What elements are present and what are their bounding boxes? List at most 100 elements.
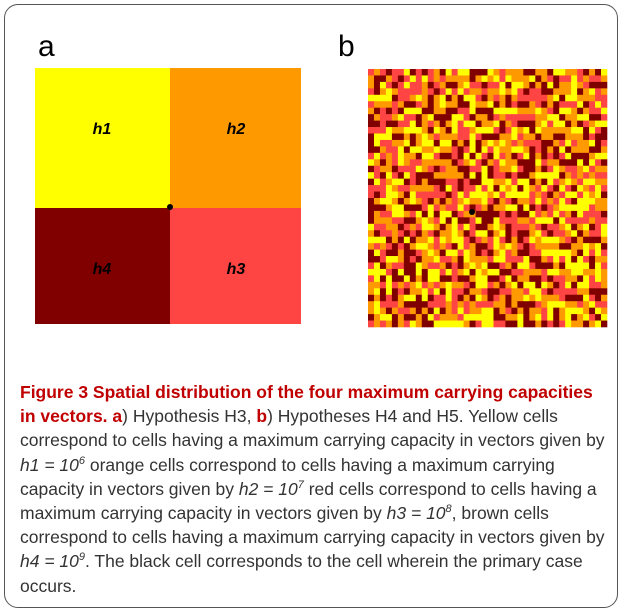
grid-cell (403, 294, 411, 302)
grid-cell (559, 288, 566, 296)
grid-cell (409, 146, 417, 154)
grid-cell (415, 236, 423, 244)
grid-cell (487, 81, 494, 89)
grid-cell (571, 165, 578, 173)
grid-cell (565, 320, 572, 328)
grid-cell (409, 301, 417, 308)
grid-cell (511, 120, 518, 128)
grid-cell (379, 133, 387, 141)
grid-cell (463, 101, 470, 108)
grid-cell (523, 120, 530, 128)
grid-cell (481, 191, 488, 199)
grid-cell (463, 133, 470, 141)
caption-segment: 7 (297, 478, 304, 491)
grid-cell (511, 198, 518, 205)
grid-cell (391, 127, 399, 134)
grid-cell (541, 301, 548, 308)
grid-cell (487, 146, 494, 154)
grid-cell (493, 314, 500, 321)
grid-cell (439, 288, 446, 296)
grid-cell (547, 230, 554, 237)
grid-cell (481, 75, 488, 83)
grid-cell (541, 288, 548, 296)
grid-cell (379, 204, 387, 212)
grid-cell (511, 101, 518, 108)
grid-cell (583, 198, 590, 205)
grid-cell (445, 256, 452, 263)
grid-cell (451, 204, 458, 212)
grid-cell (385, 172, 393, 179)
grid-cell (499, 217, 506, 225)
grid-cell (493, 178, 500, 186)
grid-cell (487, 243, 494, 250)
grid-cell (541, 243, 548, 250)
grid-cell (499, 262, 506, 270)
grid-cell (385, 320, 393, 328)
grid-cell (511, 275, 518, 283)
grid-cell (583, 301, 590, 308)
grid-cell (427, 281, 435, 289)
grid-cell (481, 301, 488, 308)
grid-cell (445, 69, 452, 76)
grid-cell (559, 243, 566, 250)
grid-cell (541, 146, 548, 154)
grid-cell (499, 230, 506, 237)
grid-cell (511, 268, 518, 276)
grid-cell (589, 81, 596, 89)
grid-cell (517, 94, 524, 102)
grid-cell (589, 204, 596, 212)
grid-cell (601, 152, 608, 160)
grid-cell (397, 133, 405, 141)
grid-cell (397, 139, 405, 147)
grid-cell (391, 256, 399, 263)
grid-cell (559, 217, 566, 225)
grid-cell (379, 69, 387, 76)
grid-cell (517, 320, 524, 328)
grid-cell (571, 275, 578, 283)
grid-cell (583, 281, 590, 289)
grid-cell (415, 223, 423, 231)
grid-cell (439, 236, 446, 244)
grid-cell (451, 236, 458, 244)
grid-cell (523, 152, 530, 160)
grid-cell (439, 204, 446, 212)
grid-cell (421, 288, 429, 296)
grid-cell (553, 107, 560, 115)
grid-cell (541, 120, 548, 128)
grid-cell (451, 191, 458, 199)
grid-cell (451, 281, 458, 289)
grid-cell (451, 262, 458, 270)
grid-cell (577, 178, 584, 186)
grid-cell (595, 146, 602, 154)
grid-cell (541, 139, 548, 147)
grid-cell (421, 146, 429, 154)
grid-cell (589, 243, 596, 250)
grid-cell (511, 204, 518, 212)
grid-cell (493, 114, 500, 121)
grid-cell (511, 165, 518, 173)
grid-cell (457, 230, 464, 237)
grid-cell (457, 146, 464, 154)
grid-cell (475, 198, 482, 205)
grid-cell (475, 69, 482, 76)
grid-cell (397, 120, 405, 128)
grid-cell (397, 256, 405, 263)
grid-cell (493, 152, 500, 160)
grid-cell (373, 268, 381, 276)
grid-cell (577, 165, 584, 173)
grid-cell (529, 294, 536, 302)
grid-cell (541, 81, 548, 89)
grid-cell (481, 230, 488, 237)
grid-cell (589, 249, 596, 257)
grid-cell (547, 236, 554, 244)
grid-cell (427, 107, 435, 115)
grid-cell (559, 256, 566, 263)
grid-cell (481, 127, 488, 134)
grid-cell (595, 191, 602, 199)
grid-cell (463, 204, 470, 212)
grid-cell (368, 81, 375, 89)
grid-cell (445, 101, 452, 108)
grid-cell (469, 75, 476, 83)
grid-cell (541, 230, 548, 237)
grid-cell (415, 81, 423, 89)
